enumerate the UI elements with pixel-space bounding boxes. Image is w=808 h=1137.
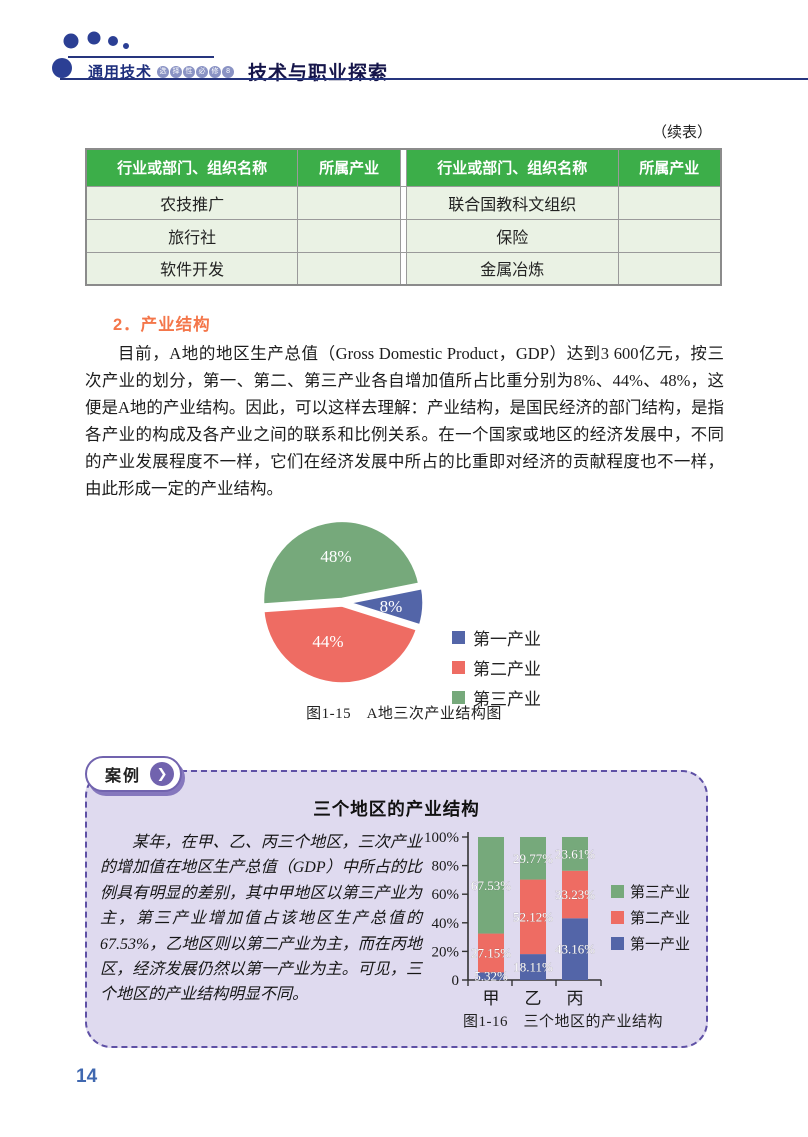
legend-swatch-icon <box>611 937 624 950</box>
chevron-right-icon: ❯ <box>150 762 175 786</box>
x-axis-category-label: 甲 <box>483 989 500 1008</box>
bar-value-label: 52.12% <box>513 909 553 924</box>
pie-slice-第三产业 <box>259 517 424 608</box>
x-axis-category-label: 乙 <box>525 989 542 1008</box>
legend-item: 第二产业 <box>452 655 541 680</box>
answer-cell <box>297 218 401 253</box>
bar-segment-第一产业 <box>520 954 546 980</box>
legend-label: 第二产业 <box>473 660 541 679</box>
case-body-text: 某年，在甲、乙、丙三个地区，三次产业的增加值在地区生产总值（GDP）中所占的比例… <box>100 834 422 1004</box>
bar-segment-第二产业 <box>520 879 546 955</box>
pie-slice-label: 48% <box>320 547 351 566</box>
industry-name-cell: 联合国教科文组织 <box>405 185 619 220</box>
table-row: 农技推广 联合国教科文组织 <box>85 185 722 220</box>
legend-swatch-icon <box>611 911 624 924</box>
case-tab: 案例 ❯ <box>85 756 183 792</box>
case-tab-label: 案例 <box>105 768 142 785</box>
industry-name-cell: 农技推广 <box>85 185 299 220</box>
bar-value-label: 18.11% <box>513 960 553 975</box>
header-dots-decoration <box>52 31 129 78</box>
table-row: 旅行社 保险 <box>85 218 722 253</box>
answer-cell <box>617 251 722 286</box>
legend-label: 第一产业 <box>630 935 690 953</box>
y-axis-tick-label: 20% <box>432 944 460 960</box>
bar-segment-第一产业 <box>478 972 504 980</box>
answer-cell <box>617 218 722 253</box>
y-axis-tick-label: 0 <box>452 973 460 989</box>
continued-table-note: （续表） <box>651 125 712 141</box>
y-axis-tick-label: 100% <box>424 830 459 846</box>
bar-value-label: 29.77% <box>513 851 553 866</box>
series-badge-icon: 8 <box>222 65 235 78</box>
page-number: 14 <box>76 1066 98 1087</box>
column-header: 所属产业 <box>617 148 722 187</box>
y-axis-tick-label: 80% <box>432 859 460 875</box>
series-badge-icon: 性 <box>183 65 196 78</box>
series-badge-icon: 选 <box>157 65 170 78</box>
bar-value-label: 33.23% <box>555 887 595 902</box>
header-long-rule <box>60 78 808 80</box>
body-paragraph: 目前，A地的地区生产总值（Gross Domestic Product，GDP）… <box>85 344 724 498</box>
legend-swatch-icon <box>452 691 465 704</box>
bar-value-label: 23.61% <box>555 846 595 861</box>
bar-segment-第二产业 <box>478 933 504 973</box>
bar-segment-第二产业 <box>562 870 588 919</box>
stacked-bar-chart: 0 20% 40% 60% 80% 100% 5.32% 27.15% 67.53% 甲 18.11… <box>424 830 690 1008</box>
legend-swatch-icon <box>452 631 465 644</box>
series-badge-icon: 择 <box>170 65 183 78</box>
industry-name-cell: 保险 <box>405 218 619 253</box>
legend-item: 第三产业 <box>452 685 541 710</box>
pie-chart: 48% 8% 44% <box>259 517 427 687</box>
bar-segment-第三产业 <box>562 837 588 871</box>
series-badge-icon: 修 <box>209 65 222 78</box>
legend-label: 第一产业 <box>473 630 541 649</box>
pie-slice-第二产业 <box>259 602 422 687</box>
column-header: 行业或部门、组织名称 <box>85 148 299 187</box>
y-axis-tick-label: 40% <box>432 916 460 932</box>
series-badge-icon: 必 <box>196 65 209 78</box>
bar-value-label: 5.32% <box>474 969 508 984</box>
legend-swatch-icon <box>611 885 624 898</box>
legend-label: 第二产业 <box>630 909 690 927</box>
pie-slice-label: 44% <box>312 632 343 651</box>
column-header: 行业或部门、组织名称 <box>405 148 619 187</box>
bar-segment-第三产业 <box>478 837 504 934</box>
bar-segment-第三产业 <box>520 837 546 880</box>
pie-slice-第一产业 <box>343 584 427 630</box>
figure-1-16-caption: 图1-16 三个地区的产业结构 <box>463 1014 663 1030</box>
y-axis-tick-label: 60% <box>432 887 460 903</box>
x-axis-category-label: 丙 <box>567 989 584 1008</box>
section-heading: 2．产业结构 <box>113 316 211 334</box>
table-header-row: 行业或部门、组织名称 所属产业 行业或部门、组织名称 所属产业 <box>85 148 722 187</box>
book-title: 技术与职业探索 <box>248 63 389 84</box>
industry-name-cell: 金属冶炼 <box>405 251 619 286</box>
pie-slice-label: 8% <box>380 597 403 616</box>
legend-label: 第三产业 <box>473 690 541 709</box>
industry-classification-table: 行业或部门、组织名称 所属产业 行业或部门、组织名称 所属产业 农技推广 联合国… <box>85 148 722 286</box>
header-short-rule <box>68 56 214 58</box>
answer-cell <box>297 251 401 286</box>
bar-value-label: 27.15% <box>471 945 511 960</box>
bar-segment-第一产业 <box>562 918 588 980</box>
pie-chart-legend: 第一产业第二产业第三产业 <box>452 625 541 710</box>
case-study-box <box>85 770 708 1048</box>
industry-name-cell: 软件开发 <box>85 251 299 286</box>
legend-item: 第一产业 <box>452 625 541 650</box>
series-title: 通用技术 <box>88 64 153 81</box>
case-title: 三个地区的产业结构 <box>313 799 480 819</box>
legend-swatch-icon <box>452 661 465 674</box>
answer-cell <box>617 185 722 220</box>
column-header: 所属产业 <box>297 148 401 187</box>
table-row: 软件开发 金属冶炼 <box>85 251 722 286</box>
industry-name-cell: 旅行社 <box>85 218 299 253</box>
bar-value-label: 67.53% <box>471 878 511 893</box>
answer-cell <box>297 185 401 220</box>
legend-label: 第三产业 <box>630 883 690 901</box>
figure-1-15-caption: 图1-15 A地三次产业结构图 <box>306 706 502 722</box>
bar-value-label: 43.16% <box>555 942 595 957</box>
